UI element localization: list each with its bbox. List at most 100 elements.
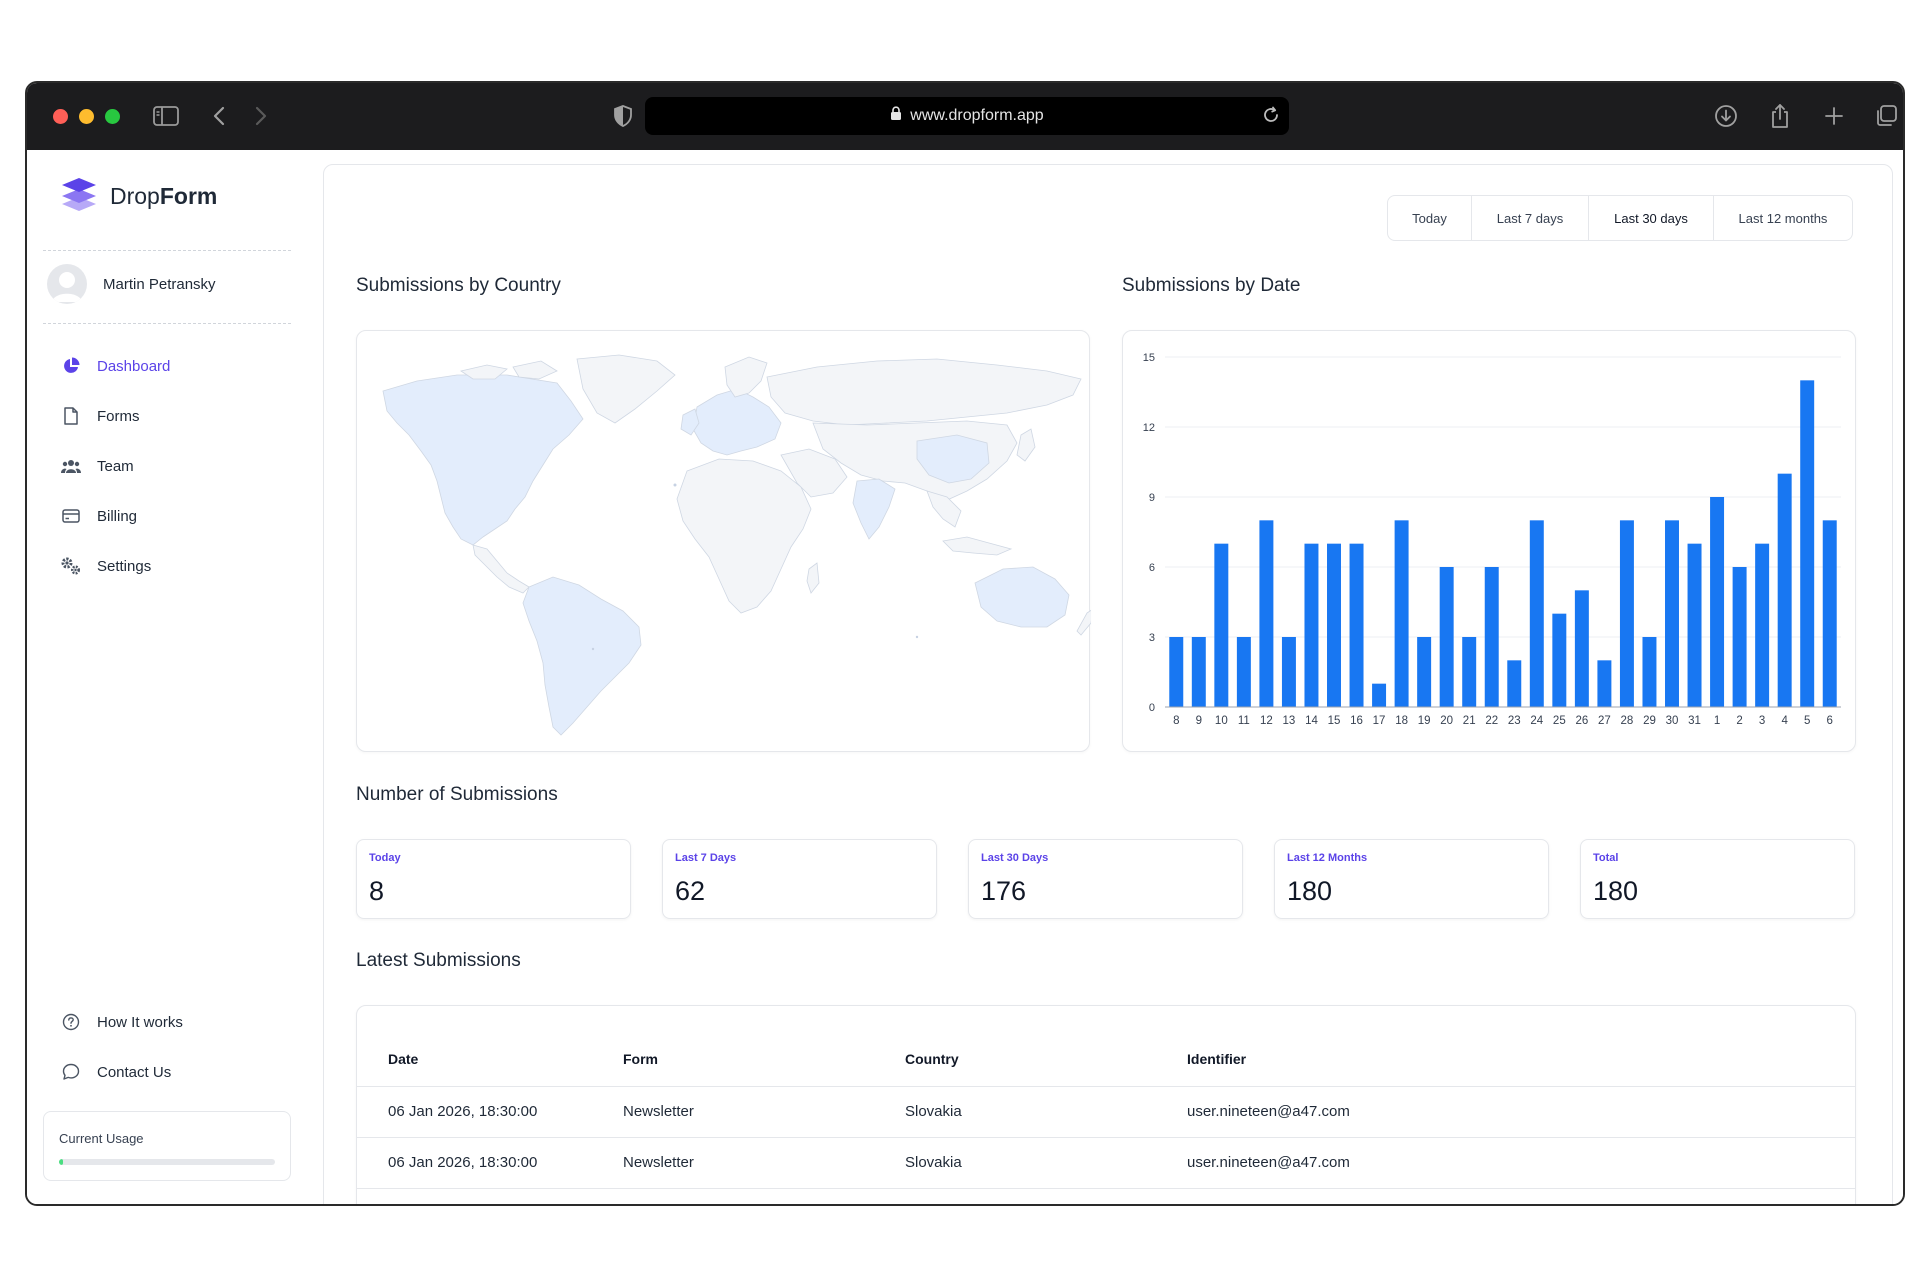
stat-label: Last 7 Days bbox=[675, 852, 737, 864]
sidebar-item-how-it-works[interactable]: How It works bbox=[60, 1007, 310, 1037]
bar[interactable] bbox=[1574, 590, 1589, 707]
y-tick-label: 12 bbox=[1143, 422, 1155, 434]
submissions-table: Date Form Country Identifier 06 Jan 2026… bbox=[357, 1006, 1855, 1204]
bar[interactable] bbox=[1191, 637, 1206, 707]
sidebar-toggle-icon[interactable] bbox=[151, 99, 181, 133]
table-row[interactable] bbox=[357, 1188, 1855, 1204]
bar[interactable] bbox=[1687, 543, 1702, 707]
map-region-india bbox=[852, 478, 896, 540]
stat-label: Today bbox=[369, 852, 401, 864]
address-bar[interactable]: www.dropform.app bbox=[645, 97, 1289, 135]
map-region-greenland bbox=[576, 354, 676, 424]
bar[interactable] bbox=[1304, 543, 1319, 707]
country-section-title: Submissions by Country bbox=[356, 275, 561, 296]
x-tick-label: 1 bbox=[1714, 715, 1720, 727]
map-region-middle-east bbox=[780, 448, 848, 498]
bar[interactable] bbox=[1259, 520, 1274, 707]
column-header-date[interactable]: Date bbox=[357, 1006, 623, 1087]
sidebar-item-forms[interactable]: Forms bbox=[60, 401, 310, 431]
sidebar-item-settings[interactable]: Settings bbox=[60, 551, 310, 581]
sidebar-item-contact-us[interactable]: Contact Us bbox=[60, 1057, 310, 1087]
user-profile[interactable]: Martin Petransky bbox=[47, 264, 216, 304]
back-icon[interactable] bbox=[207, 99, 231, 133]
credit-card-icon bbox=[60, 509, 82, 523]
world-map[interactable] bbox=[357, 331, 1094, 753]
bar[interactable] bbox=[1755, 543, 1770, 707]
cell-identifier: user.nineteen@a47.com bbox=[1187, 1086, 1855, 1138]
bar[interactable] bbox=[1462, 637, 1477, 707]
stat-value: 176 bbox=[981, 876, 1027, 906]
bar[interactable] bbox=[1214, 543, 1229, 707]
zoom-window-button[interactable] bbox=[105, 109, 120, 124]
bar[interactable] bbox=[1394, 520, 1409, 707]
x-tick-label: 28 bbox=[1621, 715, 1634, 727]
bar[interactable] bbox=[1619, 520, 1634, 707]
bar[interactable] bbox=[1507, 660, 1522, 707]
submissions-table-card: Date Form Country Identifier 06 Jan 2026… bbox=[356, 1005, 1856, 1204]
privacy-shield-icon[interactable] bbox=[611, 99, 635, 133]
bar[interactable] bbox=[1439, 567, 1454, 707]
bar[interactable] bbox=[1169, 637, 1184, 707]
bar[interactable] bbox=[1800, 380, 1815, 707]
stat-value: 8 bbox=[369, 876, 385, 906]
bar[interactable] bbox=[1236, 637, 1251, 707]
table-row[interactable]: 06 Jan 2026, 18:30:00 Newsletter Slovaki… bbox=[357, 1137, 1855, 1189]
x-tick-label: 4 bbox=[1781, 715, 1788, 727]
bar[interactable] bbox=[1777, 473, 1792, 707]
x-tick-label: 14 bbox=[1305, 715, 1318, 727]
bar[interactable] bbox=[1597, 660, 1612, 707]
sidebar-item-label: Team bbox=[97, 457, 134, 475]
sidebar-item-label: Contact Us bbox=[97, 1063, 172, 1081]
bar[interactable] bbox=[1665, 520, 1679, 707]
y-tick-label: 9 bbox=[1149, 492, 1155, 504]
column-header-country[interactable]: Country bbox=[905, 1006, 1187, 1087]
x-tick-label: 20 bbox=[1440, 715, 1453, 727]
logo-text: DropForm bbox=[110, 183, 218, 209]
stat-value: 180 bbox=[1593, 876, 1639, 906]
bar[interactable] bbox=[1327, 543, 1341, 707]
cell-country: Slovakia bbox=[905, 1086, 1187, 1138]
share-icon[interactable] bbox=[1765, 99, 1795, 133]
range-last-7-days-button[interactable]: Last 7 days bbox=[1472, 196, 1589, 240]
sidebar-item-billing[interactable]: Billing bbox=[60, 501, 310, 531]
x-tick-label: 24 bbox=[1530, 715, 1543, 727]
cell-date: 06 Jan 2026, 18:30:00 bbox=[357, 1086, 623, 1138]
x-tick-label: 29 bbox=[1643, 715, 1656, 727]
x-tick-label: 17 bbox=[1373, 715, 1386, 727]
map-region-australia bbox=[974, 566, 1070, 628]
logo[interactable]: DropForm bbox=[60, 175, 217, 218]
bar[interactable] bbox=[1281, 637, 1296, 707]
x-tick-label: 25 bbox=[1553, 715, 1566, 727]
new-tab-icon[interactable] bbox=[1819, 99, 1849, 133]
bar[interactable] bbox=[1552, 613, 1567, 707]
bar[interactable] bbox=[1822, 520, 1837, 707]
sidebar-item-team[interactable]: Team bbox=[60, 451, 310, 481]
range-today-button[interactable]: Today bbox=[1388, 196, 1472, 240]
bar[interactable] bbox=[1529, 520, 1544, 707]
stat-label: Last 30 Days bbox=[981, 852, 1049, 864]
map-region-russia bbox=[766, 358, 1082, 426]
y-tick-label: 6 bbox=[1149, 562, 1155, 574]
bar[interactable] bbox=[1417, 637, 1432, 707]
bar[interactable] bbox=[1732, 567, 1747, 707]
count-section-title: Number of Submissions bbox=[356, 784, 558, 805]
range-last-30-days-button[interactable]: Last 30 days bbox=[1589, 196, 1714, 240]
bar[interactable] bbox=[1642, 637, 1657, 707]
column-header-form[interactable]: Form bbox=[623, 1006, 905, 1087]
bar[interactable] bbox=[1349, 543, 1364, 707]
forward-icon[interactable] bbox=[249, 99, 273, 133]
close-window-button[interactable] bbox=[53, 109, 68, 124]
bar[interactable] bbox=[1372, 683, 1387, 707]
table-row[interactable]: 06 Jan 2026, 18:30:00 Newsletter Slovaki… bbox=[357, 1086, 1855, 1138]
minimize-window-button[interactable] bbox=[79, 109, 94, 124]
bar[interactable] bbox=[1710, 497, 1725, 707]
bar[interactable] bbox=[1484, 567, 1499, 707]
downloads-icon[interactable] bbox=[1711, 99, 1741, 133]
sidebar-item-dashboard[interactable]: Dashboard bbox=[60, 351, 310, 381]
reload-icon[interactable] bbox=[1261, 105, 1281, 130]
range-last-12-months-button[interactable]: Last 12 months bbox=[1738, 210, 1828, 226]
x-tick-label: 15 bbox=[1328, 715, 1341, 727]
browser-titlebar: www.dropform.app bbox=[27, 83, 1903, 150]
column-header-identifier[interactable]: Identifier bbox=[1187, 1006, 1855, 1087]
tab-overview-icon[interactable] bbox=[1871, 99, 1901, 133]
